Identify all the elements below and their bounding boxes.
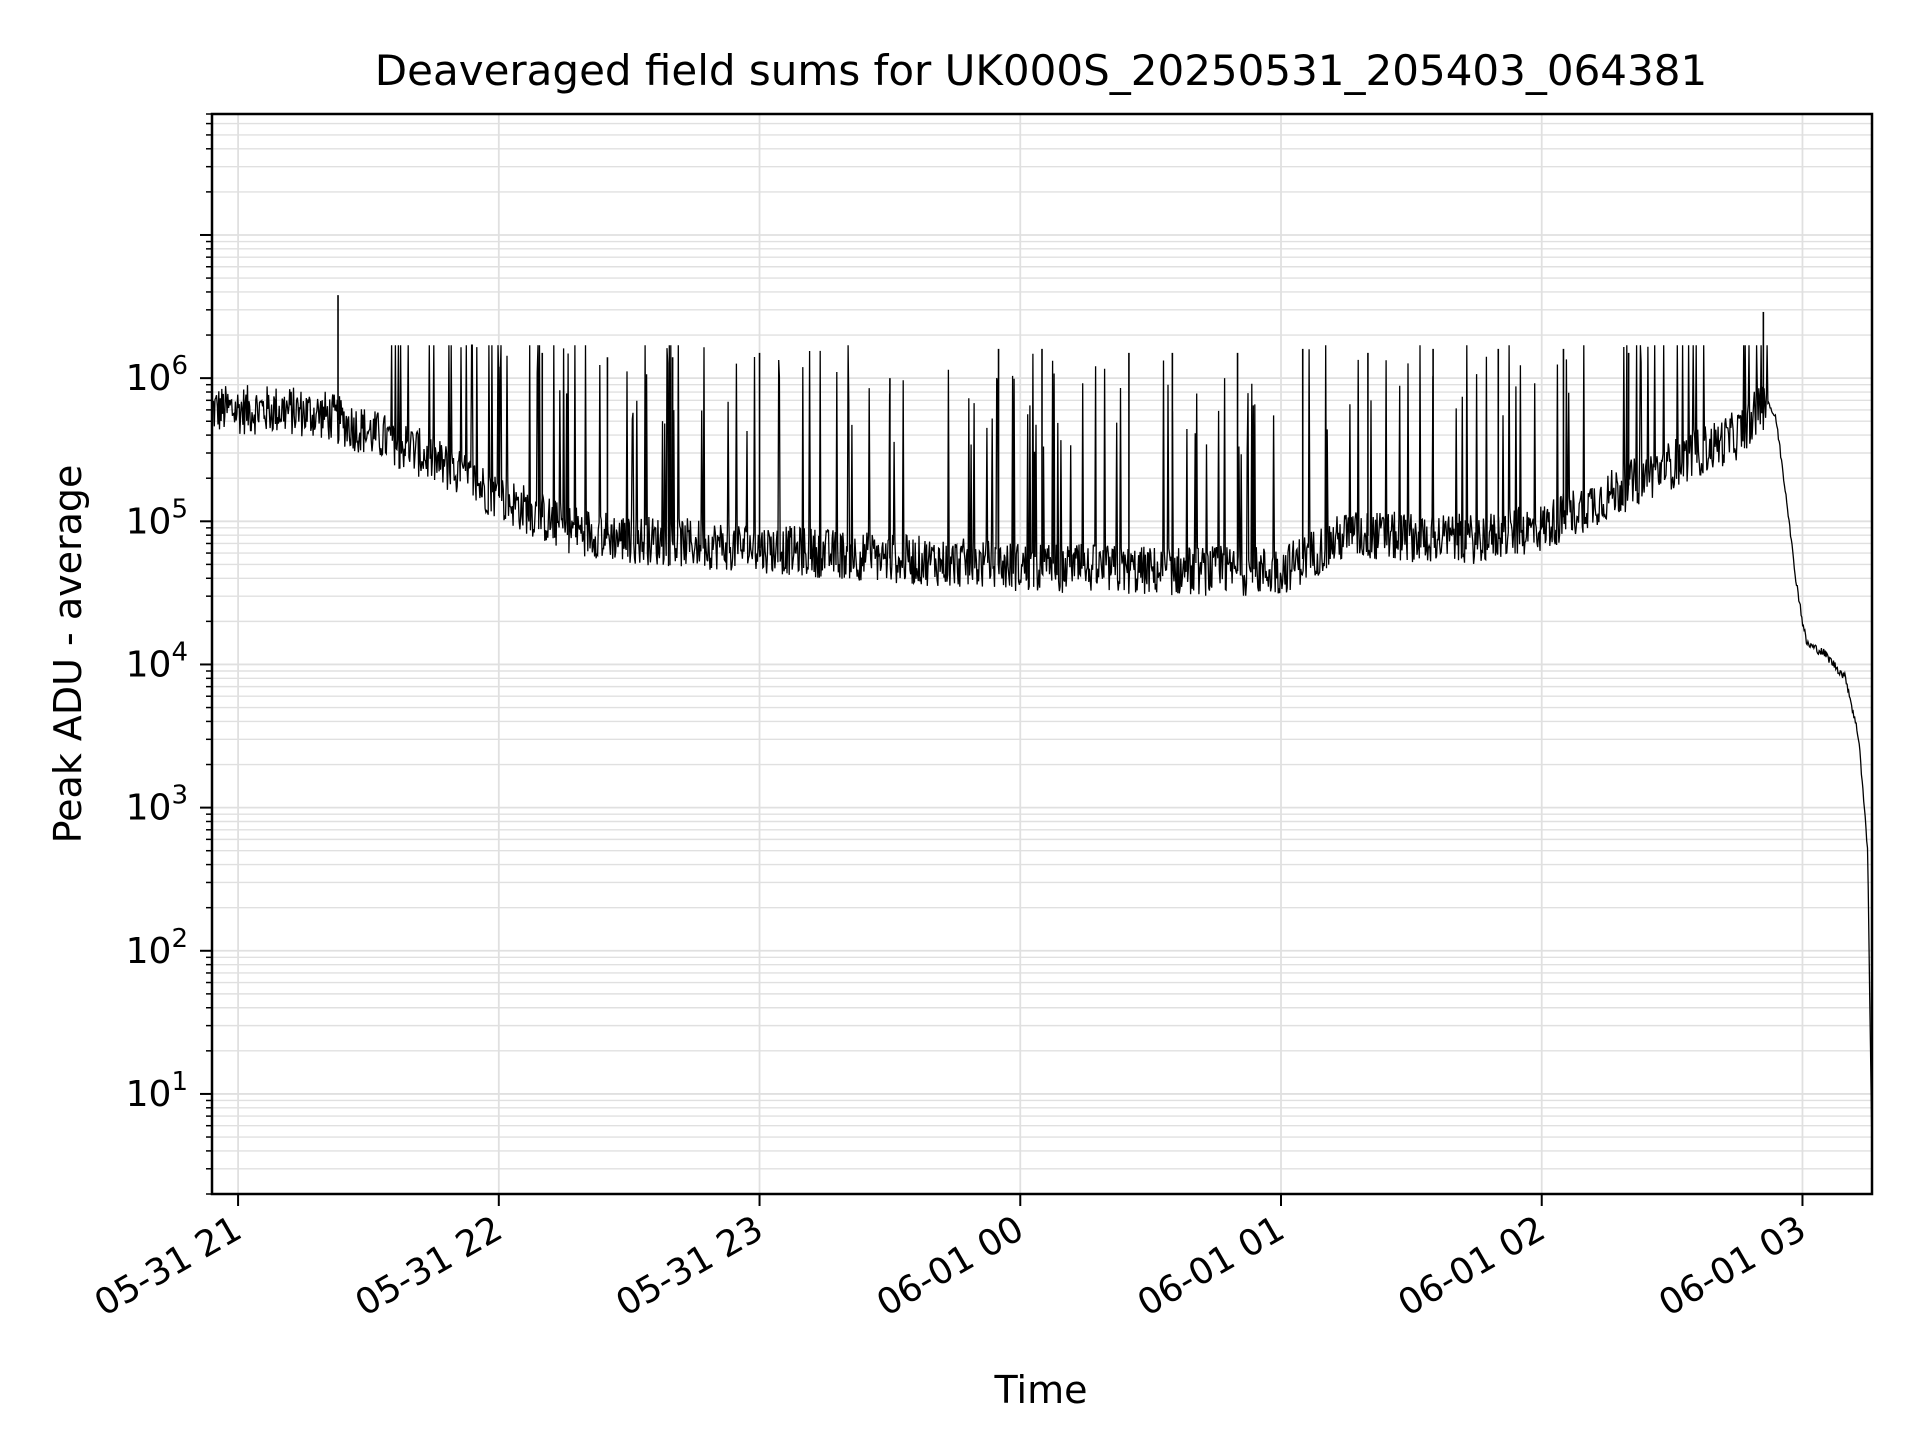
x-tick-label: 05-31 22: [349, 1208, 510, 1324]
x-tick-label: 05-31 21: [88, 1208, 249, 1324]
tick-layer: 101 102 103 104 105 106 05-31 21 05-31 22 05-31 …: [88, 113, 1813, 1325]
chart-title: Deaveraged field sums for UK000S_2025053…: [375, 46, 1707, 95]
y-tick-label: 101: [126, 1067, 188, 1115]
x-tick-label: 06-01 00: [870, 1208, 1031, 1324]
y-tick-label: 104: [126, 637, 188, 685]
grid-layer: [212, 113, 1872, 1195]
x-tick-label: 05-31 23: [609, 1208, 770, 1324]
y-tick-label: 106: [126, 351, 188, 399]
series-line: [211, 344, 1873, 1149]
x-tick-label: 06-01 01: [1131, 1208, 1292, 1324]
y-axis-label: Peak ADU - average: [46, 465, 90, 844]
x-tick-label: 06-01 02: [1392, 1208, 1553, 1324]
y-tick-label: 105: [126, 494, 188, 542]
y-tick-label: 103: [126, 781, 188, 829]
x-axis-label: Time: [994, 1368, 1088, 1412]
y-tick-label: 102: [126, 924, 188, 972]
data-layer: [211, 295, 1873, 1149]
plot-frame: [210, 112, 1874, 1196]
x-tick-label: 06-01 03: [1652, 1208, 1813, 1324]
